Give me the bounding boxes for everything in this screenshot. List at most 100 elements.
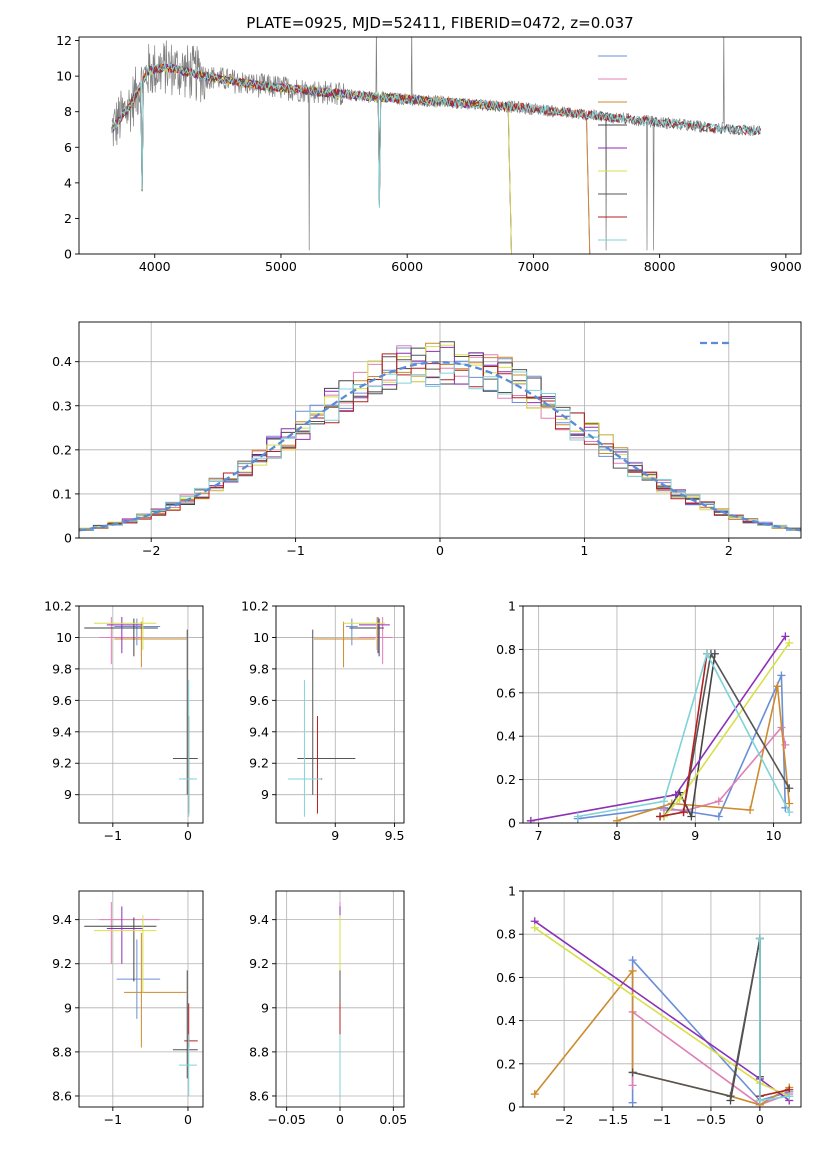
y-tick-label: 8.8 [52, 1044, 72, 1059]
y-tick-label: 9 [261, 787, 269, 802]
y-tick-label: 10.2 [44, 599, 72, 614]
plot-area [84, 617, 198, 817]
weight-point-4 [526, 816, 535, 823]
histogram-step-8 [79, 363, 801, 531]
y-tick-label: 9.2 [249, 756, 269, 771]
axes-frame [78, 36, 802, 255]
weight-point-4 [671, 790, 680, 799]
y-tick-label: 0 [64, 247, 72, 262]
chart-mass_vs_EBV: −0.05 0 0.05 8.6 8.8 9 9.2 9.4 [249, 890, 407, 1127]
y-tick-label: 0.8 [496, 927, 516, 942]
plot-area [84, 902, 198, 1096]
x-tick-label: −1 [286, 543, 304, 558]
x-tick-label: 7000 [517, 259, 549, 274]
plot-area [287, 617, 393, 817]
x-tick-label: −2 [142, 543, 160, 558]
weight-line-6 [632, 938, 761, 1101]
weight-point-7 [656, 812, 665, 821]
axes-frame [522, 890, 802, 1108]
x-tick-label: 9000 [770, 259, 802, 274]
weight-point-1 [714, 797, 723, 806]
y-tick-label: 0.6 [496, 685, 516, 700]
chart-spectrum: 4000 5000 6000 7000 8000 9000 0 2 4 6 8 10 12 [56, 33, 802, 274]
y-tick-label: 8 [64, 104, 72, 119]
y-tick-label: 1 [508, 884, 516, 899]
chart-residuals: −2 −1 0 1 2 0 0.1 0.2 0.3 0.4 [52, 321, 802, 558]
y-tick-label: 9.6 [52, 693, 72, 708]
y-tick-label: 9.6 [249, 693, 269, 708]
x-tick-label: 5000 [265, 259, 297, 274]
weight-point-2 [612, 816, 621, 823]
y-tick-label: 0.4 [496, 1013, 516, 1028]
y-tick-label: 0 [64, 531, 72, 546]
x-tick-label: 9.5 [385, 828, 405, 843]
y-tick-label: 0.2 [52, 442, 72, 457]
x-tick-label: −1 [653, 1112, 671, 1127]
weight-point-0 [777, 671, 786, 680]
y-tick-label: 0.6 [496, 970, 516, 985]
axes-frame [78, 321, 802, 539]
histogram-step-7 [79, 353, 801, 531]
y-tick-label: 10 [253, 630, 269, 645]
weight-point-0 [714, 812, 723, 821]
y-tick-label: 0.2 [496, 772, 516, 787]
weight-point-5 [785, 638, 794, 647]
weight-line-8 [759, 938, 790, 1102]
weight-line-7 [759, 1088, 790, 1097]
y-tick-label: 0.4 [496, 729, 516, 744]
x-tick-label: −1 [104, 828, 122, 843]
y-tick-label: 0 [508, 1100, 516, 1115]
figure-title: PLATE=0925, MJD=52411, FIBERID=0472, z=0… [246, 14, 633, 32]
weight-point-0 [628, 956, 637, 965]
x-tick-label: 6000 [391, 259, 423, 274]
normal-reference-curve [79, 360, 801, 532]
weight-point-6 [785, 784, 794, 793]
chart-weight_vs_Z: −2 −1.5 −1 −0.5 0 0 0.2 0.4 0.6 0.8 1 [496, 884, 802, 1127]
x-tick-label: −2 [555, 1112, 573, 1127]
x-tick-label: 8 [613, 828, 621, 843]
plot-area [111, 37, 762, 254]
weight-point-2 [530, 1090, 539, 1099]
x-tick-label: 7 [535, 828, 543, 843]
axes-frame [522, 605, 802, 824]
y-tick-label: 9.2 [249, 956, 269, 971]
chart-age_vs_mass: 9 9.5 9 9.2 9.4 9.6 9.8 10 10.2 [241, 599, 404, 844]
y-tick-label: 9.4 [52, 724, 72, 739]
y-tick-label: 10 [56, 630, 72, 645]
y-tick-label: 0.1 [52, 486, 72, 501]
y-tick-label: 6 [64, 140, 72, 155]
y-tick-label: 4 [64, 175, 72, 190]
x-tick-label: 0 [336, 1112, 344, 1127]
weight-point-8 [785, 1092, 794, 1101]
y-tick-label: 12 [56, 33, 72, 48]
histogram-step-6 [79, 341, 801, 531]
plot-area [79, 341, 801, 532]
weight-point-2 [773, 682, 782, 691]
plot-area [526, 632, 794, 823]
y-tick-label: 10 [56, 69, 72, 84]
x-tick-label: −0.05 [268, 1112, 306, 1127]
x-tick-label: 0.05 [379, 1112, 407, 1127]
x-tick-label: 4000 [139, 259, 171, 274]
weight-point-2 [785, 799, 794, 808]
weight-point-6 [628, 1068, 637, 1077]
y-tick-label: 9.8 [52, 661, 72, 676]
x-tick-label: 8000 [644, 259, 676, 274]
y-tick-label: 0.3 [52, 398, 72, 413]
y-tick-label: 10.2 [241, 599, 269, 614]
x-tick-label: 0 [436, 543, 444, 558]
y-tick-label: 0 [508, 816, 516, 831]
y-tick-label: 9.2 [52, 756, 72, 771]
model-line-6 [111, 64, 761, 206]
weight-point-7 [679, 808, 688, 817]
weight-point-2 [746, 805, 755, 814]
axes-frame [275, 890, 405, 1108]
x-tick-label: 9 [691, 828, 699, 843]
y-tick-label: 0.4 [52, 354, 72, 369]
axes-frame [275, 605, 405, 824]
y-tick-label: 8.6 [249, 1088, 269, 1103]
axes-frame [78, 890, 204, 1108]
chart-weight_vs_age: 7 8 9 10 0 0.2 0.4 0.6 0.8 1 [496, 599, 802, 843]
y-tick-label: 9 [64, 787, 72, 802]
